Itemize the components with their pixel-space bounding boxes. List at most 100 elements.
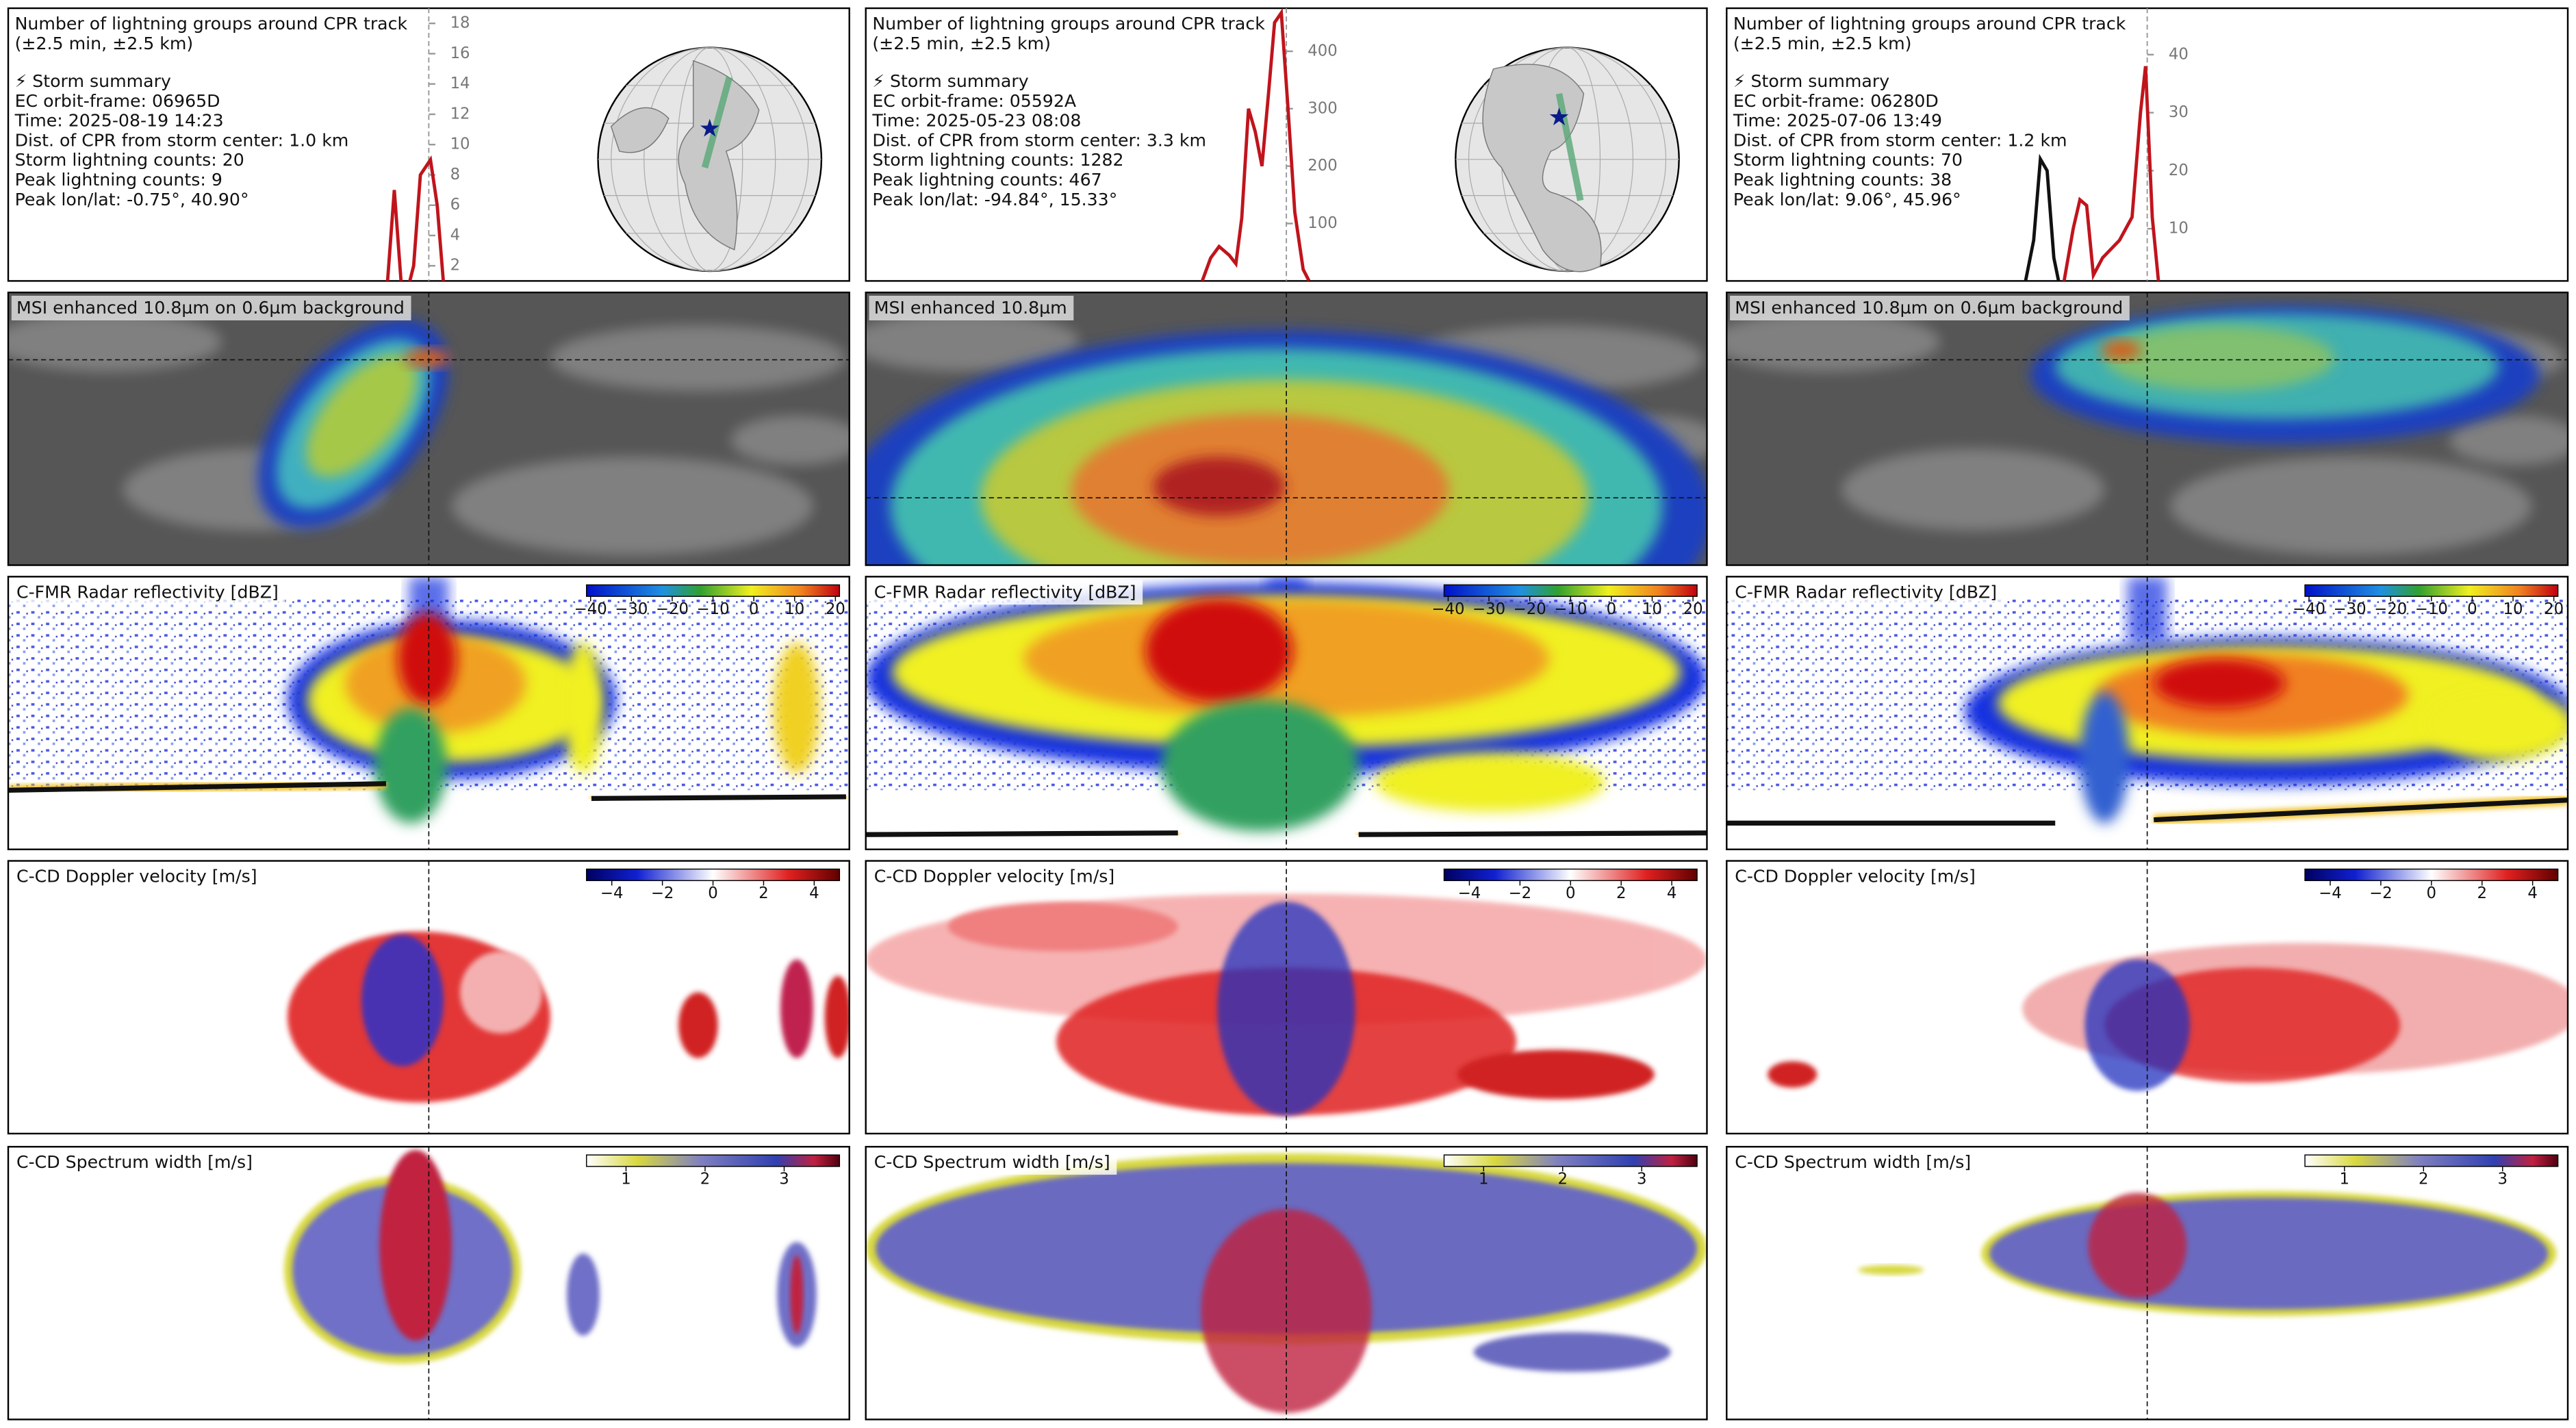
summary-line: Storm lightning counts: 20: [15, 150, 244, 170]
summary-line: EC orbit-frame: 06965D: [15, 91, 220, 111]
doppler-echo: [361, 934, 444, 1067]
colorbar-tick-label: 1: [621, 1171, 631, 1188]
colorbar-tick-label: 1: [2340, 1171, 2350, 1188]
summary-line: Time: 2025-08-19 14:23: [14, 111, 224, 131]
colorbar-tick-label: 0: [1607, 600, 1617, 618]
label-box: [869, 295, 1074, 320]
width-echo: [1989, 1197, 2549, 1310]
chart-subtitle: (±2.5 min, ±2.5 km): [872, 34, 1051, 53]
cloud: [451, 457, 813, 556]
colorbar: [2304, 584, 2559, 597]
colorbar: [586, 584, 841, 597]
summary-line: Peak lightning counts: 9: [15, 170, 222, 190]
panel-label: MSI enhanced 10.8µm: [874, 298, 1067, 318]
colorbar-tick-label: 0: [708, 884, 718, 902]
colorbar-tick-label: 20: [1683, 600, 1703, 618]
doppler-echo: [1457, 1049, 1655, 1099]
surface: [591, 794, 846, 801]
label-box: [1730, 295, 2130, 320]
colorbar-tick-label: −10: [2415, 600, 2448, 618]
doppler-echo: [678, 992, 718, 1058]
label-box: [1730, 1149, 1978, 1175]
cloud: [1726, 312, 1941, 372]
msi-image: [1726, 292, 2568, 565]
summary-line: Time: 2025-07-06 13:49: [1733, 111, 1942, 131]
chart-subtitle: (±2.5 min, ±2.5 km): [1733, 34, 1912, 53]
colorbar-tick-label: 0: [2427, 884, 2437, 902]
colorbar-tick-label: 2: [1557, 1171, 1568, 1188]
colorbar-tick-label: −30: [615, 600, 648, 618]
label-box: [869, 580, 1143, 605]
y-tick-label: 14: [450, 75, 470, 92]
width-echo: [379, 1149, 452, 1341]
radar-image: [865, 576, 1707, 850]
surface: [1358, 830, 1707, 837]
panel-frame: [7, 860, 850, 1135]
colorbar-tick-label: −4: [2319, 884, 2342, 902]
cloud: [2170, 457, 2532, 556]
colorbar-tick-label: 2: [700, 1171, 711, 1188]
track: [1555, 92, 1584, 201]
y-tick-label: 10: [450, 136, 470, 153]
colorbar-tick-label: 2: [1616, 884, 1627, 902]
colorbar-tick-label: 0: [2467, 600, 2477, 618]
msi-image: [865, 292, 1707, 565]
colorbar-tick-label: 0: [1566, 884, 1576, 902]
colorbar-tick-label: 3: [2498, 1171, 2508, 1188]
storm-cloud: [404, 348, 450, 368]
doppler-echo: [1768, 1061, 1818, 1088]
summary-line: ⚡ Storm summary: [872, 71, 1028, 91]
colorbar-tick-label: −2: [2369, 884, 2393, 902]
colorbar-tick-label: 10: [1642, 600, 1662, 618]
track: [701, 76, 733, 169]
cloud: [865, 312, 1080, 372]
colorbar-tick-label: −30: [2334, 600, 2367, 618]
summary-line: Storm lightning counts: 70: [1733, 150, 1963, 170]
colorbar: [1443, 1154, 1698, 1167]
cloud: [730, 416, 850, 466]
width-image: [1726, 1147, 2568, 1420]
colorbar-tick-label: 4: [809, 884, 819, 902]
summary-line: Peak lon/lat: -94.84°, 15.33°: [872, 190, 1117, 209]
cloud: [8, 312, 222, 372]
cloud: [1841, 448, 2105, 531]
globe-land: [1482, 64, 1602, 272]
chart-subtitle: (±2.5 min, ±2.5 km): [15, 34, 194, 53]
y-tick-label: 100: [1308, 214, 1337, 232]
colorbar-tick-label: 10: [2503, 600, 2523, 618]
panel-frame: [865, 576, 1708, 850]
summary-line: Dist. of CPR from storm center: 3.3 km: [872, 130, 1206, 150]
colorbar-tick-label: −4: [600, 884, 624, 902]
panel-label: C-CD Doppler velocity [m/s]: [874, 867, 1115, 887]
y-tick-label: 6: [450, 196, 461, 214]
doppler-echo: [947, 902, 1178, 952]
summary-line: Dist. of CPR from storm center: 1.0 km: [15, 130, 349, 150]
panel-frame: [7, 1145, 850, 1420]
width-echo: [790, 1255, 804, 1334]
lightning-line: [385, 155, 445, 281]
storm-star: ★: [699, 115, 721, 143]
panel-frame: [7, 576, 850, 850]
colorbar-tick-label: 0: [749, 600, 759, 618]
width-echo: [1858, 1264, 1924, 1275]
panel-frame: [865, 860, 1708, 1135]
colorbar-tick-label: 20: [826, 600, 845, 618]
chart-title: Number of lightning groups around CPR tr…: [15, 14, 408, 34]
label-box: [11, 580, 285, 605]
radar-echo: [1145, 598, 1293, 704]
doppler-echo: [780, 959, 813, 1058]
width-echo: [1473, 1332, 1671, 1372]
colorbar: [2304, 1154, 2559, 1167]
y-tick-label: 2: [450, 257, 461, 275]
colorbar-tick-label: 2: [2419, 1171, 2429, 1188]
summary-line: Storm lightning counts: 1282: [872, 150, 1123, 170]
summary-line: EC orbit-frame: 06280D: [1733, 91, 1939, 111]
panel-label: MSI enhanced 10.8µm on 0.6µm background: [16, 298, 405, 318]
panel-frame: [865, 291, 1708, 566]
y-tick-label: 4: [450, 226, 461, 244]
colorbar-tick-label: −2: [651, 884, 674, 902]
msi-image: [8, 292, 850, 565]
storm-star: ★: [1548, 103, 1570, 131]
